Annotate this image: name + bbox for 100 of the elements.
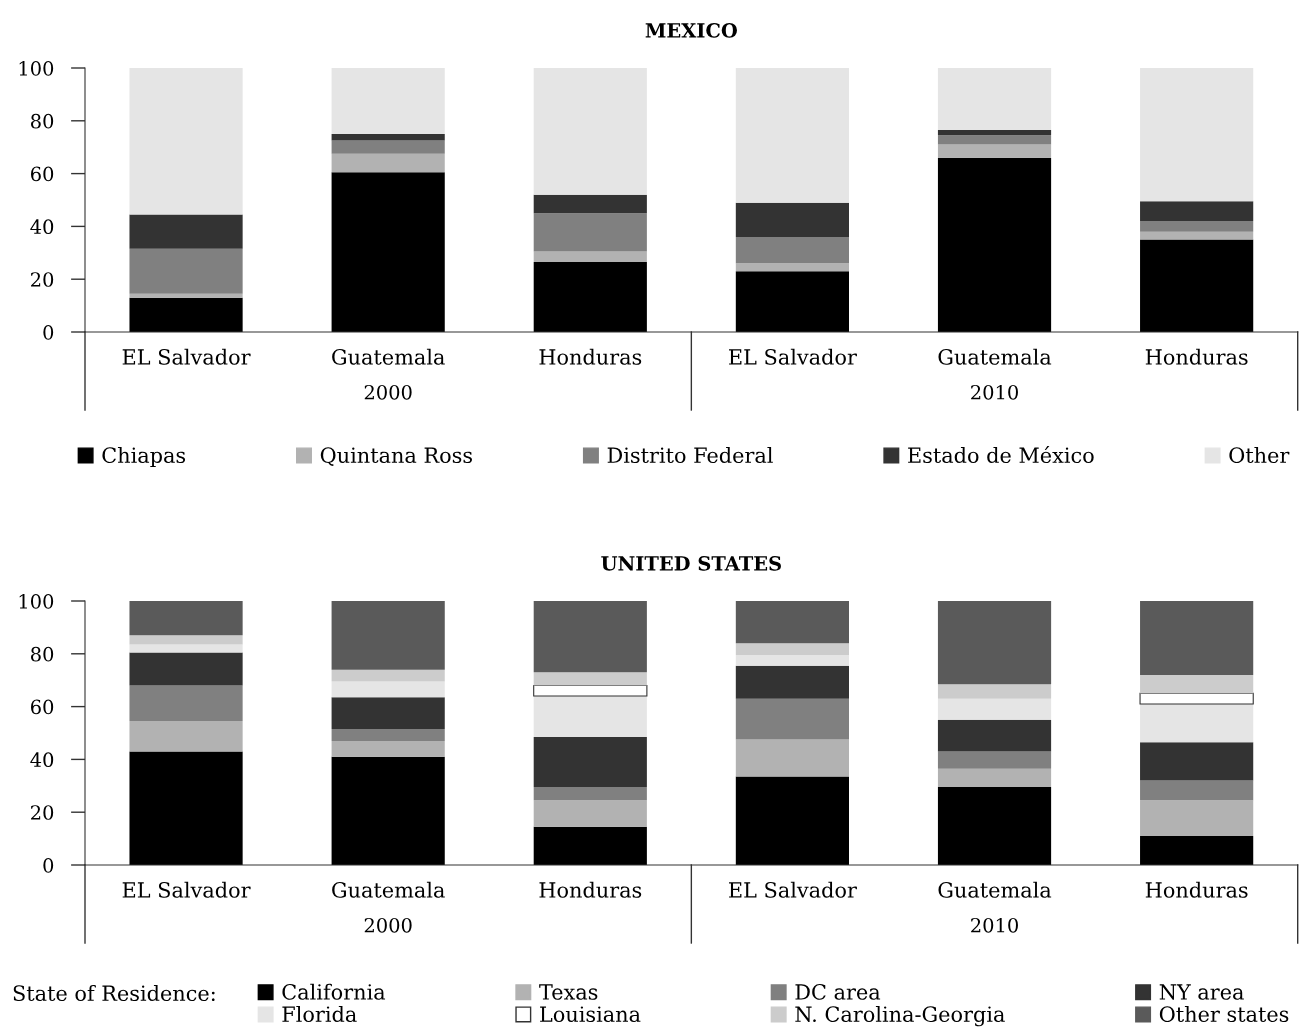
y-tick-label: 20 — [31, 805, 54, 820]
bar — [129, 214, 243, 249]
bar — [533, 251, 647, 263]
y-tick-label: 40 — [30, 219, 54, 235]
bar — [533, 262, 647, 332]
legend-label: California — [282, 983, 386, 1000]
bar — [129, 721, 243, 752]
text: 2010 — [971, 917, 1018, 933]
bar — [735, 698, 849, 740]
bar — [1140, 239, 1254, 332]
legend-label: Distrito Federal — [607, 446, 773, 464]
bar — [129, 601, 243, 636]
bar — [1140, 601, 1254, 675]
text: 2000 — [364, 384, 412, 400]
chart-title: UNITED STATES — [601, 556, 781, 571]
bar — [937, 68, 1052, 131]
legend-label: Quintana Ross — [320, 447, 472, 467]
legend-label: Louisiana — [540, 1006, 641, 1023]
bar — [331, 601, 445, 670]
bar — [735, 776, 849, 865]
bar — [1140, 68, 1254, 202]
bar — [735, 643, 849, 656]
y-tick-label: 100 — [19, 60, 54, 76]
legend-label: NY area — [1159, 984, 1244, 1000]
bar — [1140, 674, 1254, 694]
bar — [735, 68, 849, 203]
bar — [1140, 201, 1254, 222]
bar — [533, 696, 647, 737]
bar — [937, 130, 1052, 136]
bar — [331, 729, 445, 741]
bar — [331, 756, 445, 865]
legend-label: Florida — [282, 1005, 357, 1023]
text: 2010 — [971, 384, 1018, 400]
bar — [129, 248, 243, 294]
bar — [129, 68, 243, 215]
x-tick-label: Guatemala — [332, 881, 445, 898]
bar — [1139, 692, 1254, 705]
bar — [937, 768, 1052, 788]
bar — [1140, 221, 1254, 232]
legend-label: Estado de México — [908, 446, 1094, 464]
chart-title: MEXICO — [645, 23, 737, 38]
bar — [1140, 835, 1254, 865]
bar — [735, 665, 849, 699]
bar — [735, 202, 849, 237]
bar — [331, 669, 445, 682]
bar — [937, 787, 1052, 865]
bar — [937, 135, 1052, 145]
y-tick-label: 60 — [31, 166, 54, 182]
bar — [129, 685, 243, 722]
bar — [331, 140, 445, 154]
bar — [735, 236, 849, 264]
x-tick-label: Honduras — [539, 348, 642, 365]
legend-label: Texas — [539, 984, 598, 1000]
bar — [735, 601, 849, 644]
bar — [533, 787, 647, 801]
bar — [533, 672, 647, 686]
bar — [331, 681, 445, 698]
bar — [1140, 780, 1254, 801]
bar — [533, 826, 647, 865]
bar — [1140, 703, 1254, 743]
bar — [937, 144, 1052, 158]
x-tick-label: Honduras — [1145, 881, 1248, 898]
bar — [129, 635, 243, 645]
bar — [533, 601, 647, 673]
bar — [533, 736, 647, 788]
bar — [331, 68, 445, 134]
x-tick-label: EL Salvador — [729, 881, 857, 898]
x-tick-label: Guatemala — [938, 348, 1052, 365]
bar — [937, 719, 1052, 752]
bar — [937, 157, 1052, 332]
bar — [533, 213, 647, 252]
bar — [331, 697, 445, 730]
bar — [735, 271, 849, 332]
y-tick-label: 0 — [43, 324, 54, 340]
bar — [331, 134, 445, 141]
x-tick-label: Honduras — [1145, 348, 1248, 365]
bar — [129, 293, 243, 298]
y-tick-label: 80 — [31, 646, 54, 662]
bar — [1140, 800, 1254, 836]
x-tick-label: Guatemala — [938, 881, 1052, 898]
bar — [129, 652, 243, 686]
y-tick-label: 60 — [31, 699, 54, 715]
bar — [1140, 742, 1254, 781]
bar — [129, 751, 243, 865]
x-tick-label: EL Salvador — [122, 348, 251, 365]
bar — [937, 751, 1052, 769]
y-tick-label: 40 — [30, 752, 54, 768]
bar — [129, 297, 243, 332]
legend-label: Chiapas — [102, 446, 186, 468]
y-tick-label: 100 — [19, 593, 54, 609]
y-tick-label: 80 — [31, 113, 54, 129]
bar — [735, 739, 849, 777]
bar — [533, 68, 647, 195]
x-tick-label: EL Salvador — [122, 881, 251, 898]
bar — [937, 601, 1052, 685]
x-tick-label: Honduras — [539, 881, 642, 898]
bar — [735, 655, 849, 666]
bar — [331, 740, 445, 757]
bar — [735, 263, 849, 272]
text: 2000 — [364, 917, 412, 933]
